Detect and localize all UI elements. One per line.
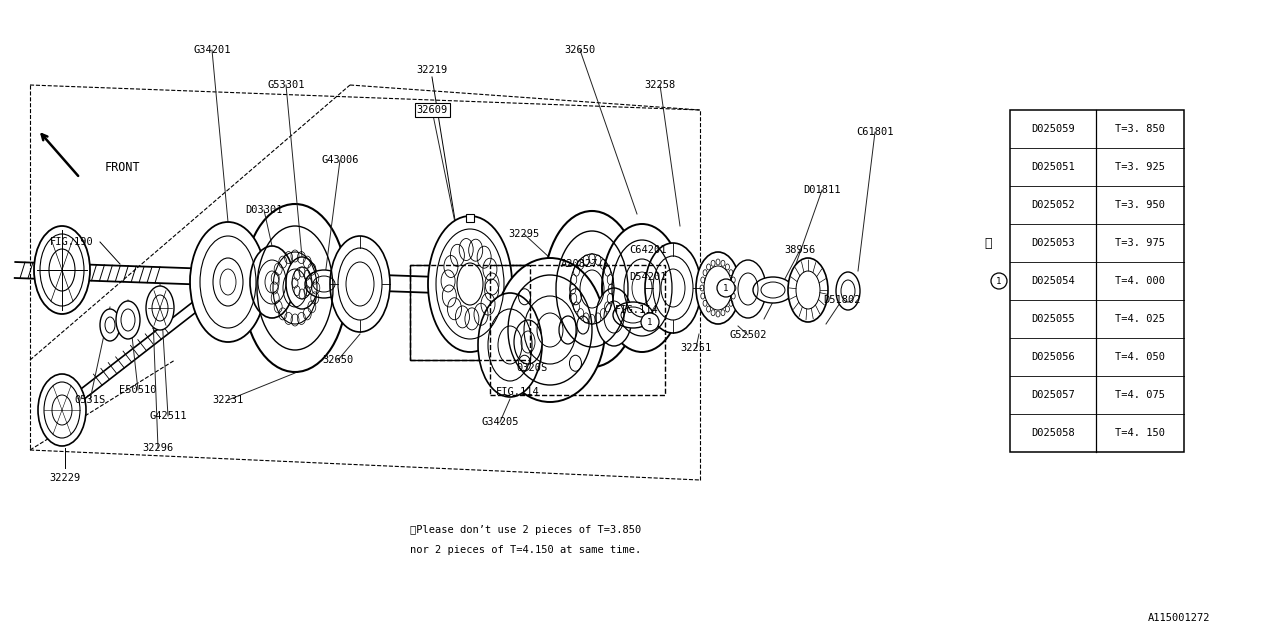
Text: 32650: 32650 bbox=[564, 45, 595, 55]
Ellipse shape bbox=[189, 222, 266, 342]
Text: C64201: C64201 bbox=[630, 245, 667, 255]
Ellipse shape bbox=[991, 273, 1007, 289]
Text: G42511: G42511 bbox=[150, 411, 187, 421]
Ellipse shape bbox=[495, 258, 605, 402]
Ellipse shape bbox=[613, 302, 653, 328]
Text: D025053: D025053 bbox=[1032, 238, 1075, 248]
Text: D025055: D025055 bbox=[1032, 314, 1075, 324]
Text: G34201: G34201 bbox=[193, 45, 230, 55]
Ellipse shape bbox=[836, 272, 860, 310]
Text: G52502: G52502 bbox=[730, 330, 767, 340]
Ellipse shape bbox=[577, 316, 589, 334]
Text: FIG.114: FIG.114 bbox=[614, 305, 659, 315]
Text: 32231: 32231 bbox=[212, 395, 243, 405]
Text: D01811: D01811 bbox=[804, 185, 841, 195]
Text: 32229: 32229 bbox=[50, 473, 81, 483]
Bar bbox=[410, 265, 530, 360]
Ellipse shape bbox=[730, 260, 765, 318]
Text: T=4. 150: T=4. 150 bbox=[1115, 428, 1165, 438]
Text: 1: 1 bbox=[648, 317, 653, 326]
Ellipse shape bbox=[515, 320, 541, 364]
Text: T=3. 925: T=3. 925 bbox=[1115, 162, 1165, 172]
Text: C61801: C61801 bbox=[856, 127, 893, 137]
Text: 32219: 32219 bbox=[416, 65, 448, 75]
Text: T=4. 025: T=4. 025 bbox=[1115, 314, 1165, 324]
Text: A115001272: A115001272 bbox=[1147, 613, 1210, 623]
Text: FIG.114: FIG.114 bbox=[497, 387, 540, 397]
Ellipse shape bbox=[596, 288, 632, 346]
Text: E50510: E50510 bbox=[119, 385, 156, 395]
Text: D54201: D54201 bbox=[630, 272, 667, 282]
Ellipse shape bbox=[645, 243, 701, 333]
Bar bbox=[1010, 110, 1184, 452]
Ellipse shape bbox=[146, 286, 174, 330]
Text: G34205: G34205 bbox=[481, 417, 518, 427]
Ellipse shape bbox=[717, 279, 735, 297]
Ellipse shape bbox=[100, 309, 120, 341]
Text: A20827: A20827 bbox=[561, 259, 599, 269]
Text: T=4. 000: T=4. 000 bbox=[1115, 276, 1165, 286]
Ellipse shape bbox=[35, 226, 90, 314]
Text: G43006: G43006 bbox=[321, 155, 358, 165]
Ellipse shape bbox=[116, 301, 140, 339]
Text: T=3. 950: T=3. 950 bbox=[1115, 200, 1165, 210]
Text: D025054: D025054 bbox=[1032, 276, 1075, 286]
Text: D025052: D025052 bbox=[1032, 200, 1075, 210]
Text: ※: ※ bbox=[984, 237, 992, 250]
Text: nor 2 pieces of T=4.150 at same time.: nor 2 pieces of T=4.150 at same time. bbox=[410, 545, 641, 555]
Text: 32251: 32251 bbox=[681, 343, 712, 353]
Text: T=4. 075: T=4. 075 bbox=[1115, 390, 1165, 400]
Text: 32650: 32650 bbox=[323, 355, 353, 365]
Ellipse shape bbox=[559, 316, 577, 344]
Text: D025058: D025058 bbox=[1032, 428, 1075, 438]
Text: D025059: D025059 bbox=[1032, 124, 1075, 134]
Ellipse shape bbox=[602, 224, 682, 352]
Text: 1: 1 bbox=[723, 284, 728, 292]
Text: G53301: G53301 bbox=[268, 80, 305, 90]
Ellipse shape bbox=[285, 257, 317, 309]
Text: T=3. 975: T=3. 975 bbox=[1115, 238, 1165, 248]
Text: D03301: D03301 bbox=[246, 205, 283, 215]
Ellipse shape bbox=[544, 211, 640, 367]
Text: D025056: D025056 bbox=[1032, 352, 1075, 362]
Ellipse shape bbox=[753, 277, 794, 303]
Ellipse shape bbox=[428, 216, 512, 352]
Ellipse shape bbox=[243, 204, 347, 372]
Ellipse shape bbox=[330, 236, 390, 332]
Ellipse shape bbox=[477, 293, 541, 397]
Ellipse shape bbox=[788, 258, 828, 322]
Bar bbox=[410, 265, 530, 360]
Text: FIG.190: FIG.190 bbox=[50, 237, 93, 247]
Ellipse shape bbox=[38, 374, 86, 446]
Bar bbox=[490, 265, 666, 395]
Bar bbox=[466, 214, 474, 222]
Text: D51802: D51802 bbox=[823, 295, 860, 305]
Text: 38956: 38956 bbox=[785, 245, 815, 255]
Ellipse shape bbox=[696, 252, 740, 324]
Text: 32609: 32609 bbox=[416, 105, 448, 115]
Ellipse shape bbox=[641, 313, 659, 331]
Text: 32296: 32296 bbox=[142, 443, 174, 453]
Text: ※Please don’t use 2 pieces of T=3.850: ※Please don’t use 2 pieces of T=3.850 bbox=[410, 525, 641, 535]
Text: 0531S: 0531S bbox=[74, 395, 106, 405]
Text: 1: 1 bbox=[996, 276, 1002, 285]
Text: 0320S: 0320S bbox=[516, 363, 548, 373]
Text: 32258: 32258 bbox=[644, 80, 676, 90]
Text: T=4. 050: T=4. 050 bbox=[1115, 352, 1165, 362]
Text: D025051: D025051 bbox=[1032, 162, 1075, 172]
Ellipse shape bbox=[250, 246, 294, 318]
Text: FRONT: FRONT bbox=[105, 161, 141, 173]
Text: 32295: 32295 bbox=[508, 229, 540, 239]
Text: T=3. 850: T=3. 850 bbox=[1115, 124, 1165, 134]
Text: D025057: D025057 bbox=[1032, 390, 1075, 400]
Ellipse shape bbox=[305, 270, 343, 298]
